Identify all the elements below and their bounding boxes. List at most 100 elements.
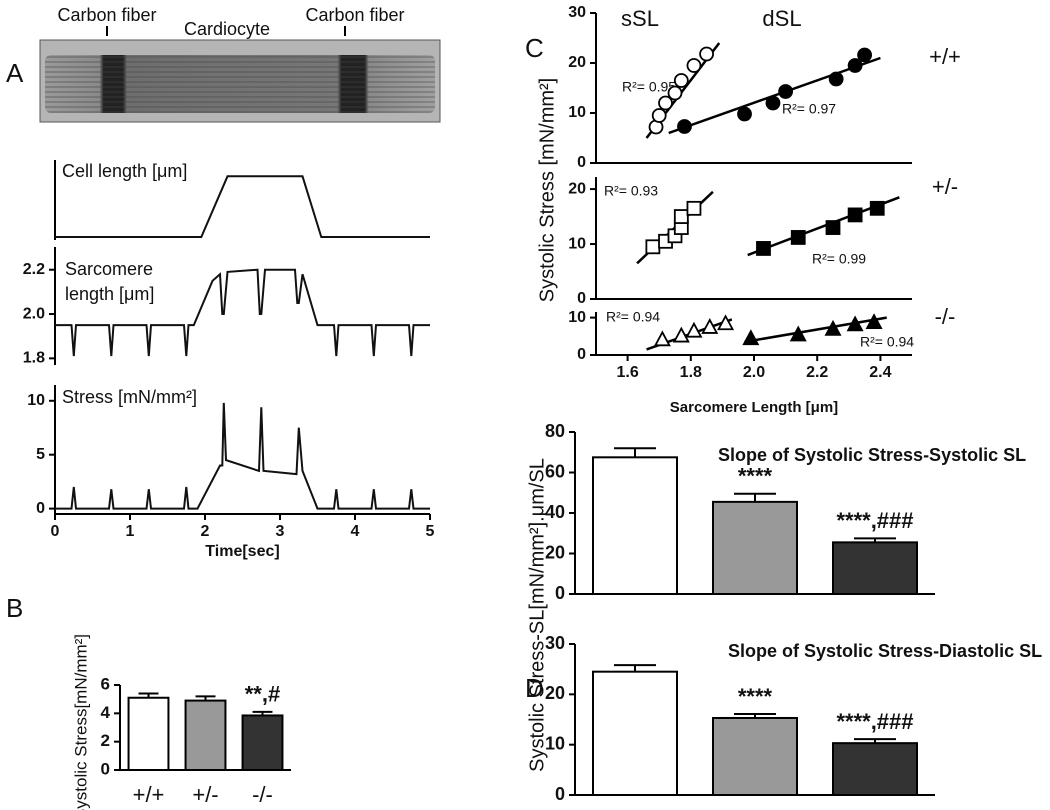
y-tick-label: 4 xyxy=(101,703,111,722)
bar xyxy=(184,699,227,771)
fit-line xyxy=(668,56,881,135)
y-tick-label: 2.2 xyxy=(23,261,45,278)
point xyxy=(857,47,872,63)
point xyxy=(685,321,703,338)
micrograph xyxy=(39,26,441,123)
y-tick-label: 5 xyxy=(36,446,45,463)
point xyxy=(686,200,702,216)
point xyxy=(653,330,671,347)
bar xyxy=(832,541,918,595)
significance: **** xyxy=(738,684,773,709)
point xyxy=(686,58,702,73)
image-label: Cardiocyte xyxy=(184,19,270,39)
x-tick-label: -/- xyxy=(865,807,886,810)
x-axis-label: Sarcomere Length [μm] xyxy=(670,399,838,416)
y-tick-label: 30 xyxy=(545,633,565,653)
point xyxy=(847,207,863,223)
panel-letter: B xyxy=(6,593,23,623)
chart-title: Slope of Systolic Stress-Diastolic SL xyxy=(728,641,1042,661)
y-tick-label: 10 xyxy=(568,309,586,326)
point xyxy=(701,318,719,334)
x-tick-label: 1.8 xyxy=(680,364,702,381)
bar xyxy=(241,714,284,771)
trace-label: Sarcomere xyxy=(65,259,153,279)
r2-label: R²= 0.95 xyxy=(622,79,676,95)
point xyxy=(825,220,841,235)
trace xyxy=(55,175,430,238)
x-tick-label: 2.2 xyxy=(806,364,828,381)
x-tick-label: 0 xyxy=(51,523,60,540)
image-label: Carbon fiber xyxy=(57,5,156,25)
bar xyxy=(832,742,918,797)
panel-letter: A xyxy=(6,58,24,88)
x-tick-label: 3 xyxy=(276,523,285,540)
trace-label: length [μm] xyxy=(65,284,154,304)
point xyxy=(869,200,885,216)
y-tick-label: 60 xyxy=(545,461,565,481)
y-tick-label: 20 xyxy=(545,542,565,562)
point xyxy=(765,95,781,111)
significance: ****,### xyxy=(836,508,913,533)
point xyxy=(673,73,689,88)
point xyxy=(672,326,690,343)
y-axis-label: Systolic Stress[mN/mm²] xyxy=(71,634,90,810)
y-tick-label: 10 xyxy=(568,235,586,252)
point xyxy=(847,58,863,73)
point xyxy=(846,315,864,332)
bar xyxy=(592,456,678,595)
point xyxy=(737,106,752,122)
fit-line xyxy=(744,316,887,344)
y-axis-label: Systolic Stress [mN/mm²] xyxy=(536,78,558,302)
bar xyxy=(592,670,678,797)
image-label: Carbon fiber xyxy=(305,5,404,25)
r2-label: R²= 0.94 xyxy=(606,309,660,325)
point xyxy=(717,314,735,331)
point xyxy=(742,329,760,346)
y-tick-label: 0 xyxy=(555,784,565,804)
x-tick-label: +/+ xyxy=(133,782,165,807)
group-label: +/- xyxy=(932,174,958,199)
significance: **** xyxy=(738,464,773,489)
x-tick-label: 2.0 xyxy=(743,364,765,381)
y-tick-label: 20 xyxy=(545,683,565,703)
x-tick-label: 1 xyxy=(126,523,135,540)
y-tick-label: 30 xyxy=(568,4,586,21)
r2-label: R²= 0.94 xyxy=(860,334,914,350)
y-tick-label: 0 xyxy=(577,154,586,171)
y-tick-label: 6 xyxy=(101,674,110,693)
y-tick-label: 0 xyxy=(577,346,586,363)
x-tick-label: -/- xyxy=(252,782,273,807)
r2-label: R²= 0.93 xyxy=(604,183,658,199)
trace xyxy=(55,268,430,357)
point xyxy=(756,241,771,256)
point xyxy=(667,85,683,101)
y-tick-label: 10 xyxy=(545,733,565,753)
y-axis-label: Systolic Stress-SL[mN/mm²].μm/SL xyxy=(526,458,548,772)
point xyxy=(645,239,661,255)
point xyxy=(865,313,883,329)
trace xyxy=(55,402,430,510)
bar xyxy=(127,696,170,771)
group-label: +/+ xyxy=(929,44,961,69)
y-tick-label: 40 xyxy=(545,502,565,522)
trace-label: Stress [mN/mm²] xyxy=(62,387,197,407)
x-axis-label: Time[sec] xyxy=(205,543,279,560)
point xyxy=(790,230,806,245)
y-tick-label: 10 xyxy=(27,392,45,409)
y-tick-label: 0 xyxy=(36,500,45,517)
panel-letter: D xyxy=(525,673,544,703)
point xyxy=(658,95,673,111)
point xyxy=(789,325,807,342)
y-tick-label: 1.8 xyxy=(23,350,45,367)
series-label: dSL xyxy=(762,6,801,31)
r2-label: R²= 0.97 xyxy=(782,101,836,117)
x-tick-label: +/- xyxy=(742,807,768,810)
y-tick-label: 80 xyxy=(545,421,565,441)
significance: ****,### xyxy=(836,709,913,734)
point xyxy=(699,46,714,62)
y-tick-label: 0 xyxy=(577,290,586,307)
x-tick-label: 1.6 xyxy=(616,364,638,381)
point xyxy=(828,71,844,87)
panel-letter: C xyxy=(525,33,544,63)
